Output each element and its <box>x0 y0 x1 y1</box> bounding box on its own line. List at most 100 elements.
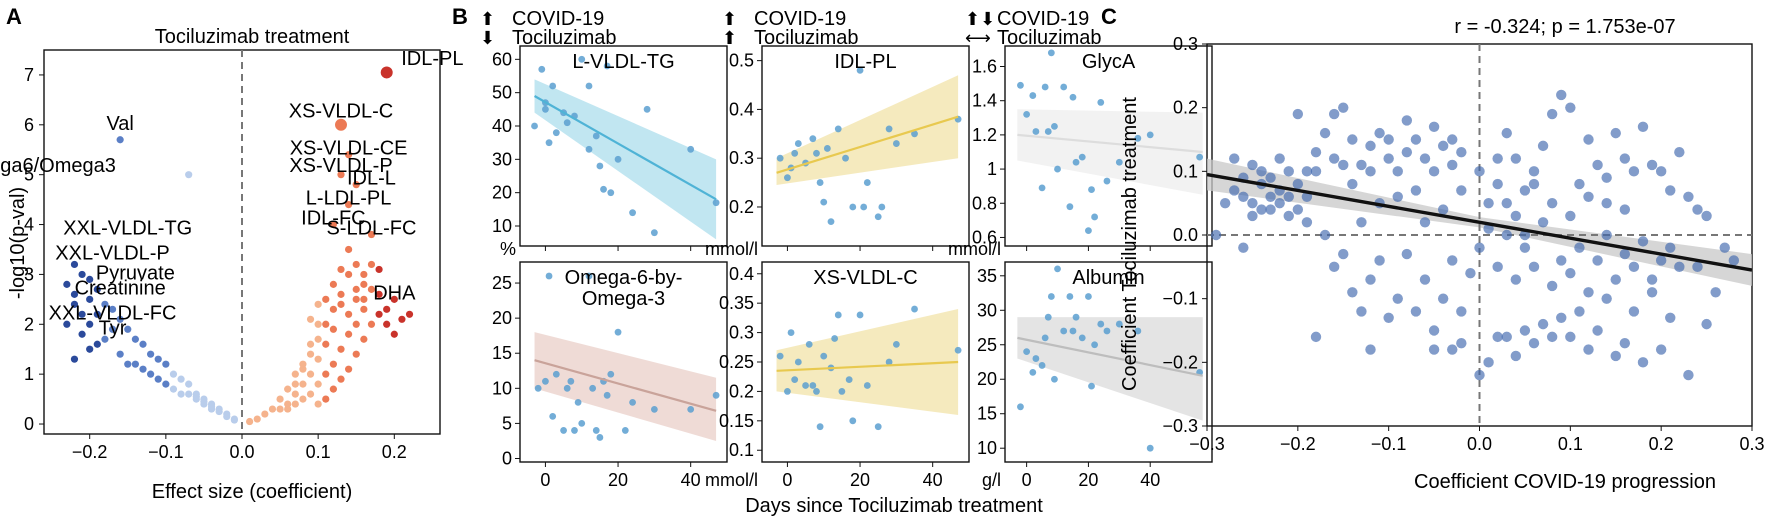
column-arrow-covid: ⬆ <box>480 9 495 29</box>
subplot-y-tick-label: 25 <box>977 335 997 355</box>
volcano-point <box>124 325 132 333</box>
correlation-point <box>1328 261 1340 273</box>
correlation-point <box>1546 108 1558 120</box>
subplot-point <box>607 370 615 378</box>
volcano-y-tick-label: 4 <box>24 215 34 235</box>
subplot-point <box>563 384 571 392</box>
correlation-point <box>1610 274 1621 285</box>
volcano-point <box>352 320 360 328</box>
subplot-point <box>1134 327 1142 335</box>
subplot-y-tick-label: 50 <box>492 83 512 103</box>
subplot-point <box>1060 83 1068 91</box>
subplot-point <box>1115 320 1123 328</box>
subplot-point <box>1032 128 1040 135</box>
correlation-point <box>1692 204 1703 215</box>
correlation-point <box>1556 255 1567 266</box>
subplot-title: Omega-6-by- <box>565 267 683 289</box>
correlation-point <box>1347 178 1358 190</box>
subplot-point <box>1196 153 1204 161</box>
correlation-point <box>1646 159 1658 171</box>
volcano-point <box>268 405 277 413</box>
correlation-point <box>1283 191 1294 202</box>
correlation-point <box>1283 210 1294 222</box>
subplot-point <box>603 62 611 70</box>
volcano-point <box>383 320 391 328</box>
subplot-point <box>596 434 604 441</box>
volcano-point-label: XS-VLDL-P <box>289 155 392 177</box>
correlation-point <box>1556 89 1567 101</box>
correlation-point <box>1229 153 1240 164</box>
subplot-point <box>1072 313 1080 321</box>
correlation-point <box>1646 274 1658 285</box>
correlation-point <box>1483 197 1494 209</box>
subplot-point <box>1115 158 1123 166</box>
correlation-point <box>1392 293 1403 304</box>
volcano-point <box>375 290 383 298</box>
volcano-point <box>291 380 299 388</box>
subplot-point <box>784 388 791 395</box>
volcano-x-tick-label: 0.1 <box>306 442 331 462</box>
volcano-point <box>367 285 376 293</box>
subplot-x-tick-label: 40 <box>681 470 701 490</box>
correlation-point <box>1338 248 1349 260</box>
column-arrow-covid: ⬆ <box>722 9 737 29</box>
correlation-point <box>1565 102 1576 113</box>
correlation-point <box>1437 140 1449 152</box>
subplot-y-tick-label: 15 <box>492 343 512 363</box>
subplot-point <box>794 358 802 366</box>
subplot-y-tick-label: 30 <box>492 149 512 169</box>
volcano-point <box>390 330 398 338</box>
volcano-point <box>162 360 170 368</box>
volcano-point <box>116 136 124 144</box>
volcano-point <box>116 350 124 358</box>
volcano-y-tick-label: 7 <box>24 65 34 85</box>
correlation-point <box>1356 306 1367 317</box>
subplot-y-tick-label: 1.6 <box>972 57 997 77</box>
volcano-y-tick-label: 1 <box>24 364 34 384</box>
volcano-point <box>337 300 345 308</box>
subplot-point <box>809 382 817 389</box>
volcano-point <box>154 375 162 383</box>
correlation-point <box>1410 306 1422 317</box>
subplot-point <box>574 398 582 406</box>
correlation-point <box>1310 166 1322 177</box>
correlation-point <box>1419 217 1431 228</box>
correlation-y-tick-label: −0.1 <box>1162 289 1198 309</box>
subplot-point <box>578 420 586 427</box>
subplot-point <box>549 412 557 420</box>
panel-label-c: C <box>1101 4 1117 29</box>
column-header-covid: COVID-19 <box>997 8 1089 30</box>
volcano-point <box>185 171 193 179</box>
correlation-point <box>1437 293 1449 304</box>
subplot-point <box>1078 153 1086 161</box>
volcano-point <box>284 405 292 413</box>
subplot-point <box>1041 334 1049 342</box>
volcano-point <box>405 310 414 318</box>
subplot-point <box>560 427 567 434</box>
volcano-point <box>322 295 330 303</box>
subplot-point <box>596 162 604 170</box>
volcano-point <box>375 310 383 318</box>
subplot-point <box>834 125 842 133</box>
volcano-point <box>86 295 94 303</box>
subplot-y-tick-label: 30 <box>977 300 997 320</box>
subplot-y-tick-label: 0.6 <box>972 227 997 247</box>
volcano-point <box>337 345 345 353</box>
subplot-point <box>1054 265 1061 273</box>
confidence-band <box>776 75 959 186</box>
correlation-point <box>1319 127 1331 139</box>
small-multiples-x-label: Days since Tociluzimab treatment <box>745 495 1043 517</box>
confidence-band <box>1017 317 1203 421</box>
correlation-y-tick-label: −0.3 <box>1162 416 1198 436</box>
correlation-point <box>1501 331 1512 343</box>
subplot-point <box>1051 375 1058 383</box>
subplot-point <box>827 218 835 226</box>
correlation-point <box>1301 217 1313 228</box>
regression-line <box>533 95 717 201</box>
volcano-point <box>70 355 79 363</box>
column-header-tocilizumab: Tociluzimab <box>997 27 1101 49</box>
regression-line <box>1017 336 1203 377</box>
subplot-point <box>911 130 918 138</box>
correlation-point <box>1229 185 1240 196</box>
volcano-point-label: IDL-FC <box>301 208 365 230</box>
